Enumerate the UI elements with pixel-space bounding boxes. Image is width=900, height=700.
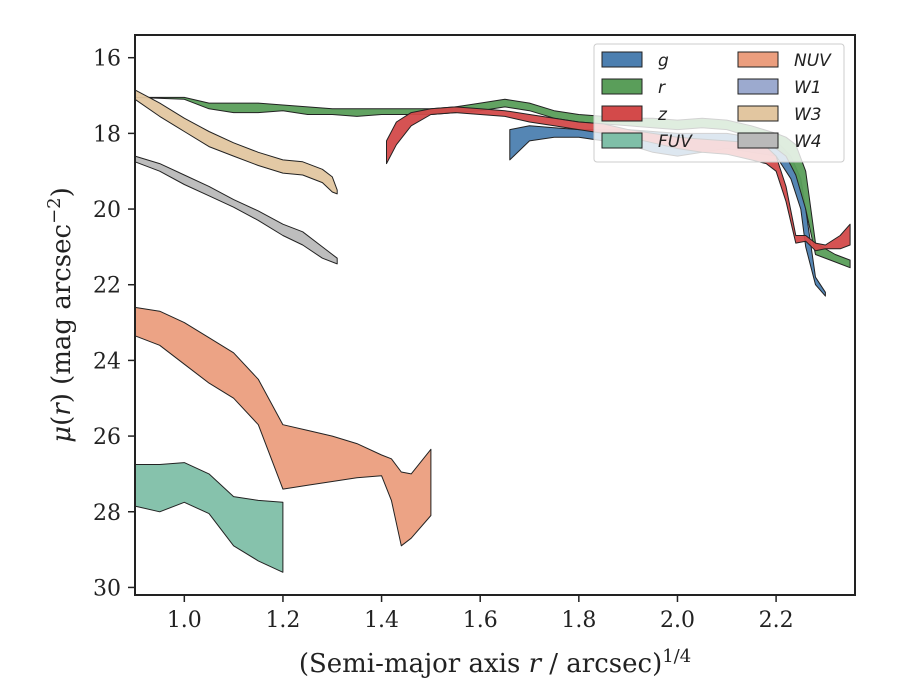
- legend-label-g: g: [658, 51, 669, 71]
- y-tick-label: 16: [93, 47, 121, 72]
- y-tick-label: 18: [93, 122, 121, 147]
- legend-swatch-r: [601, 78, 643, 95]
- x-axis-label: (Semi-major axis r / arcsec)1/4: [299, 646, 691, 679]
- x-tick-label: 1.8: [561, 608, 596, 633]
- legend-swatch-w4: [737, 132, 779, 149]
- legend: grz FUV NUV W1 W3 W4: [593, 43, 845, 163]
- legend-label-fuv: FUV: [658, 132, 693, 152]
- legend-label-w4: W4: [794, 132, 822, 152]
- legend-label-w1: W1: [794, 78, 822, 98]
- x-tick-label: 2.0: [660, 608, 695, 633]
- y-tick-label: 26: [93, 425, 121, 450]
- x-tick-label: 1.2: [265, 608, 300, 633]
- band-fuv: [134, 462, 284, 573]
- x-tick-label: 1.0: [167, 608, 202, 633]
- legend-swatch-nuv: [737, 51, 779, 68]
- y-tick-label: 28: [93, 501, 121, 526]
- legend-box: [593, 43, 845, 163]
- y-axis-label: μ(r) (mag arcsec−2): [44, 187, 77, 443]
- legend-swatch-g: [601, 51, 643, 68]
- band-w3: [134, 89, 338, 195]
- y-tick-label: 24: [93, 349, 121, 374]
- legend-swatch-w3: [737, 105, 779, 122]
- legend-swatch-z: [601, 105, 643, 122]
- legend-swatch-fuv: [601, 132, 643, 149]
- legend-label-nuv: NUV: [794, 51, 832, 71]
- x-tick-label: 1.4: [364, 608, 399, 633]
- legend-swatch-w1: [737, 78, 779, 95]
- band-nuv: [134, 306, 432, 547]
- x-tick-label: 2.2: [759, 608, 794, 633]
- x-axis: 1.0 1.2 1.4 1.6 1.8 2.0 2.2: [167, 595, 794, 633]
- legend-label-z: z: [657, 105, 668, 125]
- y-axis: 16 18 20 22 24 26 28 30: [93, 47, 135, 601]
- legend-label-w3: W3: [794, 105, 822, 125]
- plot-frame: [134, 34, 856, 596]
- band-w4: [134, 155, 338, 265]
- legend-label-r: r: [658, 78, 666, 98]
- y-tick-label: 22: [93, 274, 121, 299]
- y-tick-label: 30: [93, 576, 121, 601]
- x-tick-label: 1.6: [463, 608, 498, 633]
- y-tick-label: 20: [93, 198, 121, 223]
